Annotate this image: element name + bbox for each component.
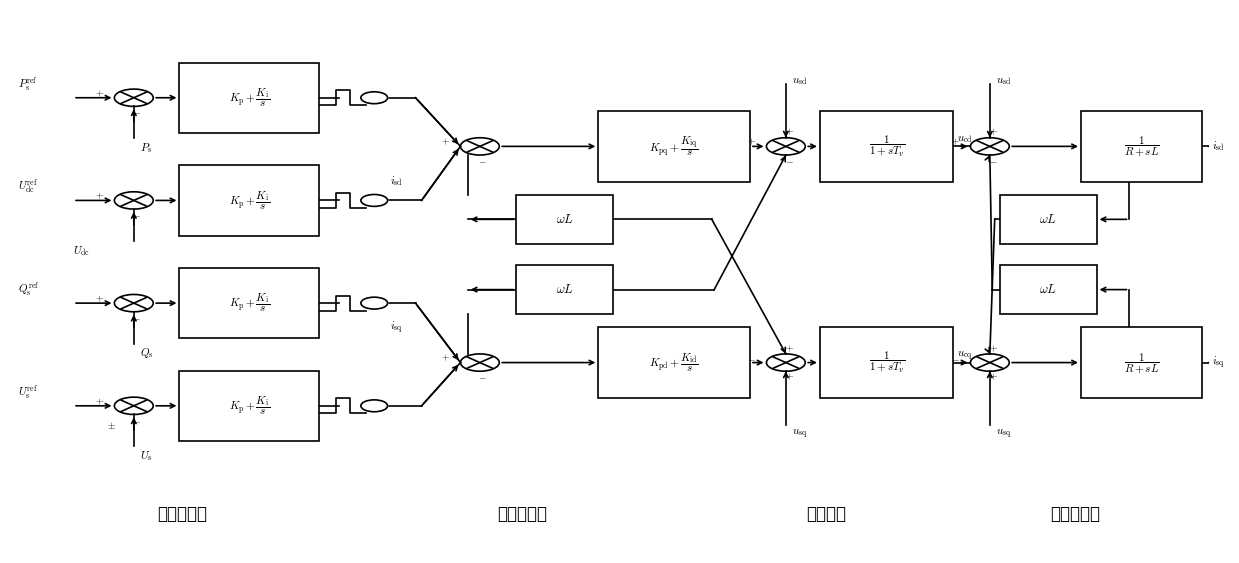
FancyBboxPatch shape — [517, 195, 613, 244]
FancyBboxPatch shape — [1000, 195, 1097, 244]
Text: $-$: $-$ — [131, 107, 140, 117]
Text: $i_\mathrm{sq}$: $i_\mathrm{sq}$ — [1212, 354, 1225, 371]
Text: $+$: $+$ — [441, 137, 451, 148]
FancyBboxPatch shape — [517, 265, 613, 314]
Text: $-$: $-$ — [989, 155, 997, 166]
Circle shape — [361, 194, 388, 207]
Text: $i_\mathrm{sd}$: $i_\mathrm{sd}$ — [1212, 140, 1225, 153]
Text: $U_\mathrm{s}^\mathrm{ref}$: $U_\mathrm{s}^\mathrm{ref}$ — [19, 383, 38, 401]
FancyBboxPatch shape — [1000, 265, 1097, 314]
Text: $\dfrac{1}{R+sL}$: $\dfrac{1}{R+sL}$ — [1124, 351, 1160, 374]
FancyBboxPatch shape — [820, 328, 953, 397]
Text: $+$: $+$ — [989, 372, 997, 382]
Text: $-$: $-$ — [478, 372, 487, 382]
Text: $-$: $-$ — [747, 353, 756, 363]
Text: $i_\mathrm{sd}$: $i_\mathrm{sd}$ — [390, 175, 404, 189]
Text: $\omega L$: $\omega L$ — [1040, 213, 1057, 226]
Text: $U_\mathrm{dc}^\mathrm{ref}$: $U_\mathrm{dc}^\mathrm{ref}$ — [19, 178, 38, 196]
Text: $P_\mathrm{s}$: $P_\mathrm{s}$ — [140, 141, 151, 155]
Text: $K_\mathrm{p}+\dfrac{K_\mathrm{i}}{s}$: $K_\mathrm{p}+\dfrac{K_\mathrm{i}}{s}$ — [228, 292, 270, 314]
FancyBboxPatch shape — [1080, 111, 1202, 181]
Text: $\omega L$: $\omega L$ — [556, 213, 574, 226]
Text: $K_\mathrm{pd}+\dfrac{K_\mathrm{id}}{s}$: $K_\mathrm{pd}+\dfrac{K_\mathrm{id}}{s}$ — [649, 351, 699, 374]
Text: $K_\mathrm{p}+\dfrac{K_\mathrm{i}}{s}$: $K_\mathrm{p}+\dfrac{K_\mathrm{i}}{s}$ — [228, 189, 270, 212]
Text: $-$: $-$ — [478, 155, 487, 166]
Text: $\omega L$: $\omega L$ — [556, 283, 574, 296]
FancyBboxPatch shape — [180, 166, 318, 235]
FancyBboxPatch shape — [1080, 328, 1202, 397]
Text: $-$: $-$ — [786, 155, 794, 166]
FancyBboxPatch shape — [180, 268, 318, 338]
FancyBboxPatch shape — [598, 328, 750, 397]
Text: 换流站模型: 换流站模型 — [1049, 505, 1100, 523]
Text: $\pm$: $\pm$ — [108, 420, 116, 431]
Text: $Q_\mathrm{s}$: $Q_\mathrm{s}$ — [140, 346, 154, 360]
Text: $u_\mathrm{sd}$: $u_\mathrm{sd}$ — [792, 76, 808, 87]
Text: $+$: $+$ — [989, 343, 997, 354]
FancyBboxPatch shape — [180, 62, 318, 133]
Text: $+$: $+$ — [95, 191, 104, 202]
Text: $+$: $+$ — [989, 127, 997, 137]
Text: $K_\mathrm{p}+\dfrac{K_\mathrm{i}}{s}$: $K_\mathrm{p}+\dfrac{K_\mathrm{i}}{s}$ — [228, 87, 270, 109]
Text: $+$: $+$ — [786, 127, 794, 137]
Text: $\dfrac{1}{1+sT_v}$: $\dfrac{1}{1+sT_v}$ — [869, 134, 904, 159]
Text: $P_\mathrm{s}^\mathrm{ref}$: $P_\mathrm{s}^\mathrm{ref}$ — [19, 75, 38, 93]
Text: $+$: $+$ — [747, 137, 756, 148]
Text: $i_\mathrm{sq}$: $i_\mathrm{sq}$ — [390, 319, 404, 336]
Text: $\dfrac{1}{1+sT_v}$: $\dfrac{1}{1+sT_v}$ — [869, 350, 904, 375]
Text: $-$: $-$ — [131, 312, 140, 322]
Text: $+$: $+$ — [786, 372, 794, 382]
Text: $Q_\mathrm{s}^\mathrm{ref}$: $Q_\mathrm{s}^\mathrm{ref}$ — [19, 281, 40, 298]
Text: $u_\mathrm{sq}$: $u_\mathrm{sq}$ — [792, 427, 808, 441]
Circle shape — [361, 92, 388, 104]
Text: $+$: $+$ — [952, 137, 960, 148]
Text: $-$: $-$ — [952, 353, 960, 363]
Text: $u_\mathrm{cd}$: $u_\mathrm{cd}$ — [957, 135, 973, 145]
Text: 外环控制器: 外环控制器 — [157, 505, 207, 523]
Text: $K_\mathrm{p}+\dfrac{K_\mathrm{i}}{s}$: $K_\mathrm{p}+\dfrac{K_\mathrm{i}}{s}$ — [228, 395, 270, 417]
Text: $+$: $+$ — [95, 294, 104, 304]
Text: $-$: $-$ — [131, 209, 140, 220]
Text: $U_\mathrm{s}$: $U_\mathrm{s}$ — [140, 449, 152, 463]
Text: $K_\mathrm{pq}+\dfrac{K_\mathrm{iq}}{s}$: $K_\mathrm{pq}+\dfrac{K_\mathrm{iq}}{s}$ — [649, 135, 699, 158]
Text: 内环控制器: 内环控制器 — [497, 505, 548, 523]
Text: $u_\mathrm{sq}$: $u_\mathrm{sq}$ — [996, 427, 1011, 441]
Text: $+$: $+$ — [95, 396, 104, 406]
Text: $+$: $+$ — [95, 88, 104, 99]
FancyBboxPatch shape — [820, 111, 953, 181]
Text: $\omega L$: $\omega L$ — [1040, 283, 1057, 296]
Text: $U_\mathrm{dc}$: $U_\mathrm{dc}$ — [73, 244, 90, 257]
Text: $-$: $-$ — [131, 415, 140, 425]
Text: $u_\mathrm{cq}$: $u_\mathrm{cq}$ — [957, 349, 973, 363]
Text: $+$: $+$ — [441, 353, 451, 364]
Text: 调制环节: 调制环节 — [805, 505, 846, 523]
FancyBboxPatch shape — [180, 370, 318, 441]
Text: $\dfrac{1}{R+sL}$: $\dfrac{1}{R+sL}$ — [1124, 135, 1160, 158]
FancyBboxPatch shape — [598, 111, 750, 181]
Text: $+$: $+$ — [786, 343, 794, 354]
Text: $u_\mathrm{sd}$: $u_\mathrm{sd}$ — [996, 76, 1011, 87]
Circle shape — [361, 297, 388, 309]
Circle shape — [361, 400, 388, 412]
